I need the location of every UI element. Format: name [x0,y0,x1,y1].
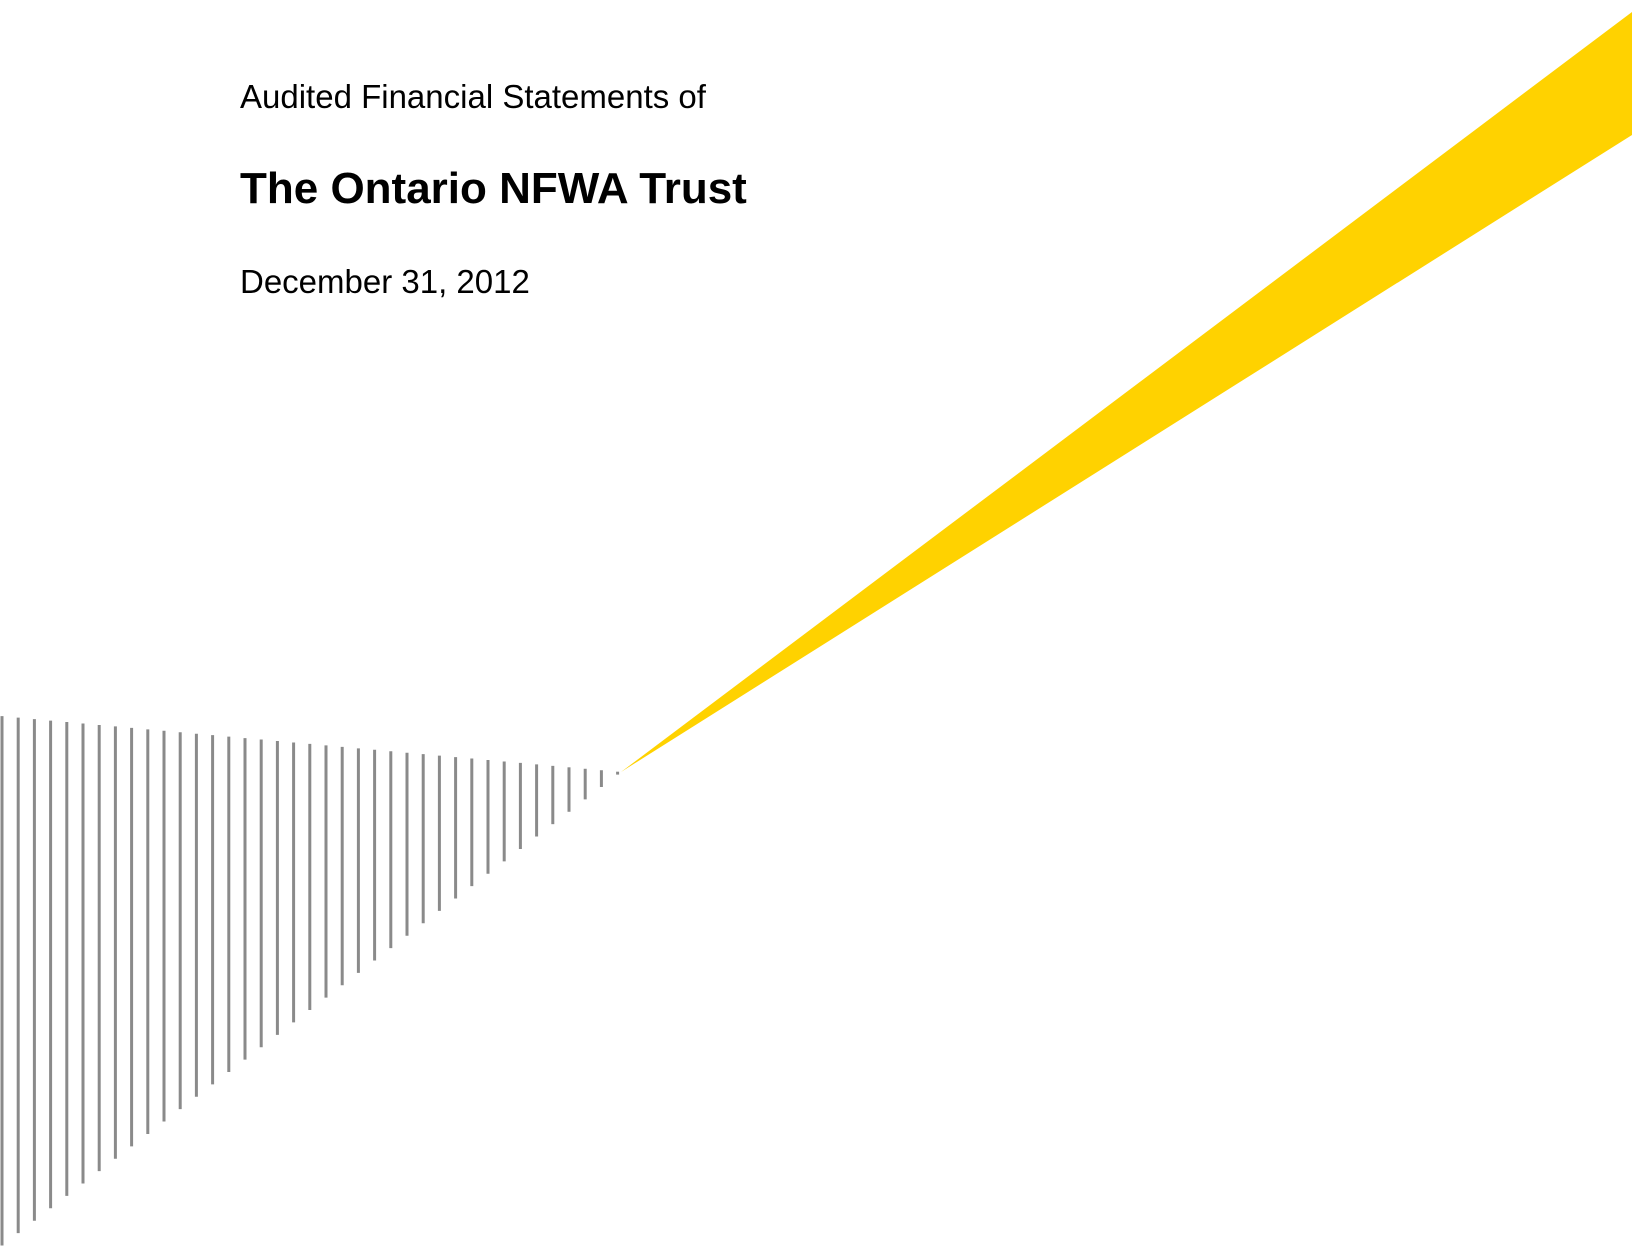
title: The Ontario NFWA Trust [240,164,747,213]
yellow-beam [621,12,1632,772]
subtitle: Audited Financial Statements of [240,78,706,115]
date: December 31, 2012 [240,263,530,300]
stripes [0,716,620,1246]
